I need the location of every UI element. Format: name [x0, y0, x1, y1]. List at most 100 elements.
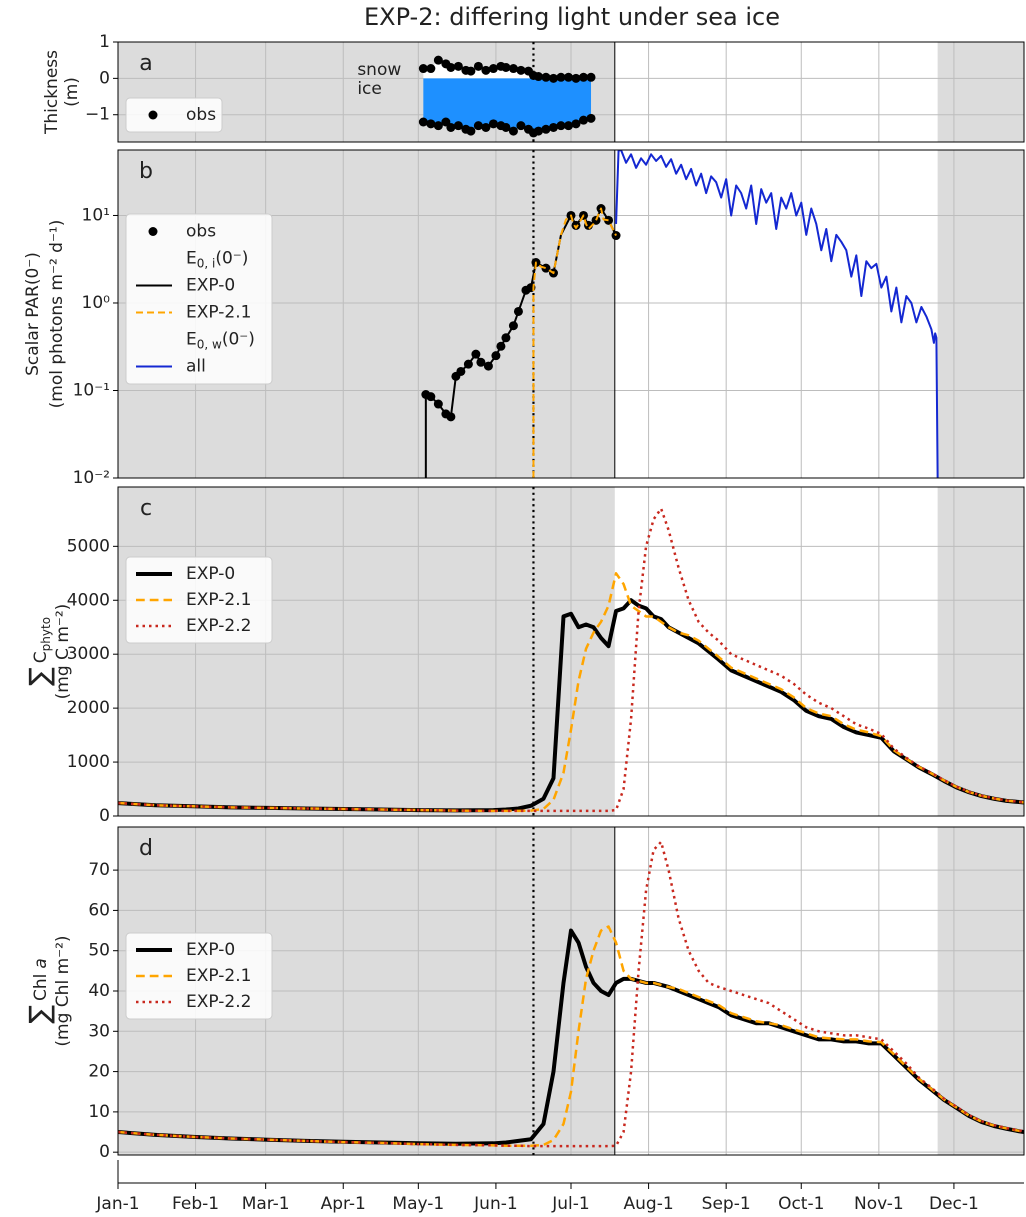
x-tick-label: Jun-1 — [473, 1194, 518, 1214]
data-point — [586, 113, 596, 123]
shaded-span — [937, 42, 1024, 142]
legend-group-header: E0, i(0⁻) — [186, 249, 248, 271]
y-tick-label: 10¹ — [82, 205, 110, 225]
area-fill — [423, 78, 592, 133]
x-tick-label: Apr-1 — [321, 1194, 366, 1214]
legend-label: EXP-2.1 — [186, 303, 251, 323]
data-layer — [118, 507, 1024, 813]
data-point — [481, 65, 491, 75]
y-tick-label: 10⁻² — [73, 468, 110, 488]
y-tick-label: 50 — [88, 941, 110, 961]
y-tick-label: 60 — [88, 900, 110, 920]
label-symbol: ∑ — [23, 667, 56, 686]
data-point — [571, 73, 581, 83]
legend-box — [125, 556, 273, 644]
y-axis-label: (mol photons m⁻² d⁻¹) — [47, 220, 67, 409]
panel: 0 1000 2000 3000 4000 5000 c EXP-0 EXP-2.1 EXP-2.… — [23, 486, 1025, 826]
x-tick-label: Jul-1 — [551, 1194, 589, 1214]
data-point — [533, 72, 543, 82]
header-symbol: E — [186, 249, 197, 269]
data-point — [466, 126, 476, 136]
data-point — [473, 61, 483, 71]
legend-marker — [148, 110, 158, 120]
data-point — [556, 121, 566, 131]
data-point — [541, 124, 551, 134]
y-axis-label: ∑ Chl a — [23, 958, 56, 1024]
data-point — [488, 119, 498, 129]
data-point — [508, 64, 518, 74]
series-line — [615, 150, 939, 478]
y-tick-label: 2000 — [67, 698, 110, 718]
legend: obs — [125, 97, 223, 133]
x-tick-label: Oct-1 — [778, 1194, 824, 1214]
data-point — [541, 72, 551, 82]
label-main: Chl — [31, 974, 51, 1001]
spine — [117, 486, 1025, 817]
data-point — [516, 65, 526, 75]
data-point — [418, 64, 428, 74]
y-tick-label: 1000 — [67, 752, 110, 772]
y-axis-label: Scalar PAR(0⁻) — [23, 252, 43, 376]
data-point — [556, 72, 566, 82]
legend-label: obs — [186, 222, 216, 242]
series-line — [118, 840, 1024, 1148]
y-tick-label: 70 — [88, 860, 110, 880]
label-italic: a — [31, 958, 51, 968]
label-main: C — [31, 651, 51, 663]
data-point — [508, 126, 518, 136]
spine — [117, 41, 1025, 143]
legend-label: EXP-2.2 — [186, 616, 251, 636]
legend-group-header: E0, w(0⁻) — [186, 330, 255, 352]
panel-label: d — [139, 836, 153, 861]
legend-label: EXP-2.1 — [186, 966, 251, 986]
x-tick-label: Jan-1 — [95, 1194, 139, 1214]
y-tick-label: 5000 — [67, 536, 110, 556]
data-point — [548, 122, 558, 132]
y-tick-label: 30 — [88, 1021, 110, 1041]
legend: EXP-0 EXP-2.1 EXP-2.2 — [125, 932, 273, 1020]
header-sub: 0, w — [197, 337, 222, 351]
header-sub: 0, i — [197, 256, 216, 270]
y-tick-label: 1 — [99, 32, 110, 52]
data-point — [533, 126, 543, 136]
data-point — [501, 62, 511, 72]
data-point — [418, 117, 428, 127]
data-layer — [118, 840, 1024, 1148]
y-tick-label: 40 — [88, 981, 110, 1001]
legend-box — [125, 97, 223, 133]
data-point — [488, 64, 498, 74]
panel-label: b — [139, 159, 153, 184]
data-point — [446, 122, 456, 132]
legend-marker — [148, 227, 158, 236]
y-tick-label: 0 — [99, 806, 110, 826]
y-axis-label: (m) — [62, 77, 82, 107]
data-point — [501, 122, 511, 132]
series-line — [118, 925, 1024, 1147]
chart-title: EXP-2: differing light under sea ice — [364, 3, 780, 31]
data-point — [586, 72, 596, 82]
y-axis-units: (mg Chl m⁻²) — [53, 935, 73, 1046]
legend-box — [125, 213, 273, 385]
legend-label: EXP-2.1 — [186, 590, 251, 610]
data-layer — [418, 55, 596, 138]
panel-label: a — [139, 51, 152, 76]
data-point — [571, 119, 581, 129]
data-point — [481, 122, 491, 132]
legend-label: all — [186, 357, 206, 377]
x-axis: Jan-1 Feb-1 Mar-1 Apr-1 May-1 Jun-1 Jul-1 Aug-1… — [95, 1160, 1024, 1214]
y-tick-label: 4000 — [67, 590, 110, 610]
label-sub: phyto — [39, 617, 53, 651]
data-point — [563, 72, 573, 82]
y-tick-label: 10⁰ — [82, 293, 111, 313]
data-point — [433, 55, 443, 65]
data-point — [516, 121, 526, 131]
legend: EXP-0 EXP-2.1 EXP-2.2 — [125, 556, 273, 644]
data-point — [563, 121, 573, 131]
x-tick-label: Aug-1 — [624, 1194, 674, 1214]
panel: 0 10 20 30 40 50 60 70 d EXP-0 EXP-2.1 EXP-2.2 ∑ Chl a… — [23, 826, 1025, 1162]
data-point — [446, 62, 456, 72]
y-axis-units: (mg C m⁻²) — [53, 604, 73, 700]
data-point — [426, 119, 436, 129]
